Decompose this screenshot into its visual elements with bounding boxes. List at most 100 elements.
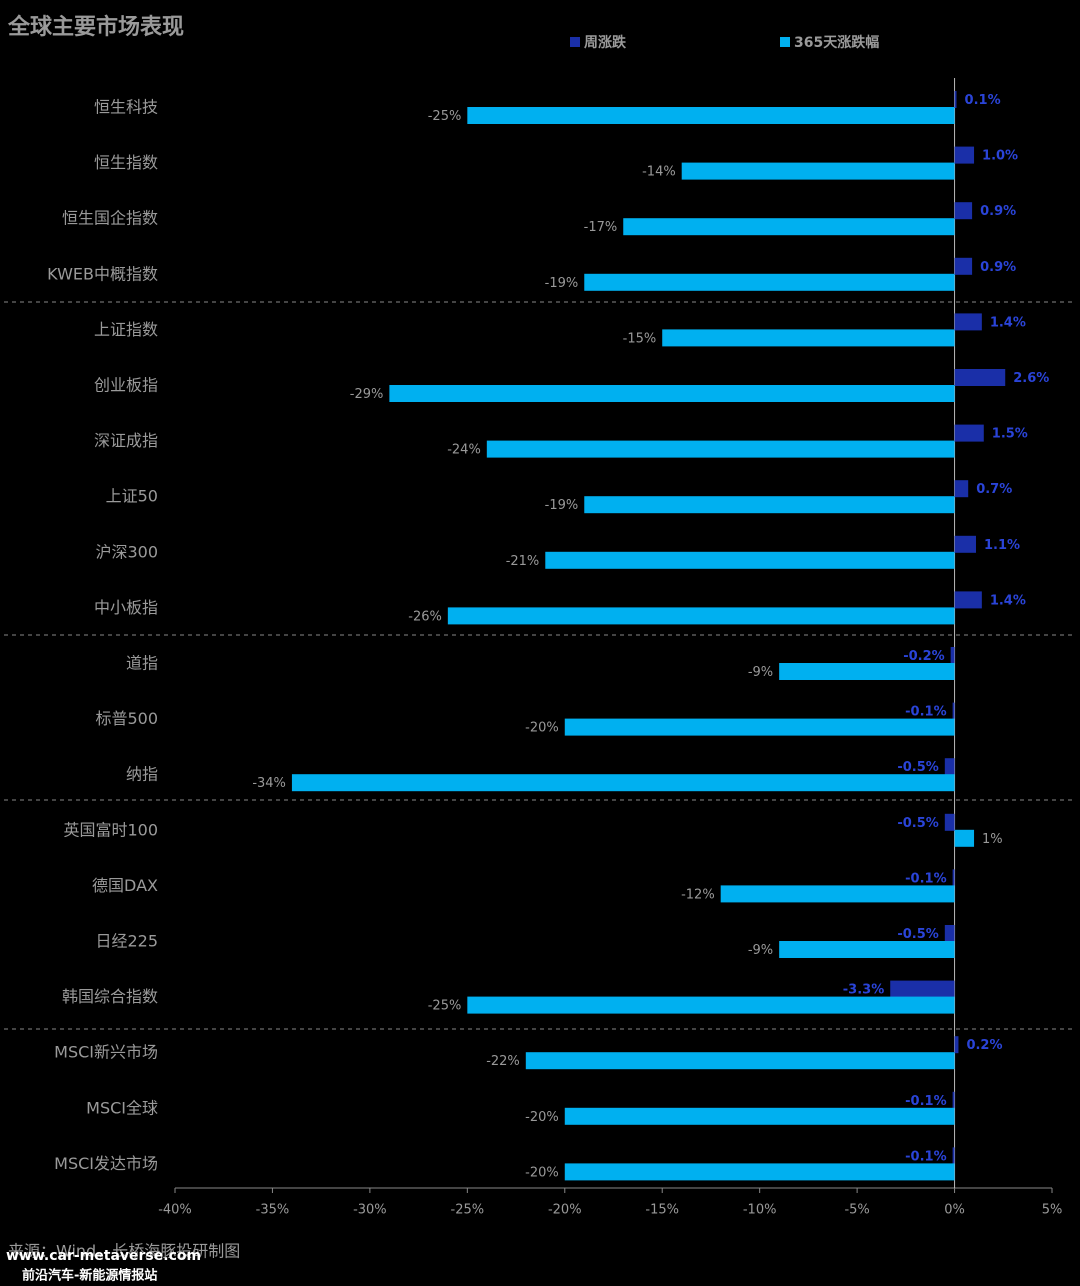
y-tick-label: 纳指 [126, 765, 158, 784]
y-tick-label: 中小板指 [94, 598, 158, 617]
bar [954, 829, 975, 847]
y-tick-label: 上证指数 [94, 320, 158, 339]
value-label: 1.5% [992, 427, 1028, 442]
value-label: 0.2% [966, 1038, 1002, 1053]
value-label: -0.2% [903, 649, 944, 664]
bar [952, 1091, 955, 1109]
bar [564, 1107, 955, 1125]
value-label: -0.1% [905, 705, 946, 720]
bar [681, 162, 955, 180]
y-tick-label: 上证50 [106, 487, 158, 506]
y-tick-label: 英国富时100 [63, 820, 158, 839]
bar [952, 702, 955, 720]
value-label: 0.9% [980, 204, 1016, 219]
value-label: -29% [350, 387, 384, 402]
value-label: -0.1% [905, 871, 946, 886]
value-label: -3.3% [843, 983, 884, 998]
x-tick-label: 5% [1042, 1203, 1063, 1218]
group-separators [4, 301, 1076, 1030]
value-label: -20% [525, 1110, 559, 1125]
y-tick-label: 韩国综合指数 [62, 987, 158, 1006]
value-label: -9% [748, 943, 773, 958]
value-label: -0.1% [905, 1149, 946, 1164]
bar [564, 718, 955, 736]
bar [954, 480, 969, 498]
bar [564, 1163, 955, 1181]
value-label: -0.5% [897, 816, 938, 831]
source-note: 来源：Wind、长桥海豚投研制图 [8, 1242, 240, 1261]
value-label: -20% [525, 1165, 559, 1180]
bar [954, 535, 976, 553]
legend-swatch [780, 37, 790, 47]
bar [954, 202, 973, 220]
y-tick-label: MSCI新兴市场 [54, 1043, 158, 1062]
y-tick-label: KWEB中概指数 [47, 264, 158, 283]
y-tick-label: 日经225 [95, 932, 158, 951]
y-tick-label: 创业板指 [94, 376, 158, 395]
bar [950, 647, 955, 664]
y-tick-label: MSCI全球 [86, 1098, 158, 1117]
x-tick-label: 0% [944, 1203, 965, 1218]
bar [623, 218, 955, 236]
value-label: 1% [982, 832, 1003, 847]
value-label: -0.1% [905, 1094, 946, 1109]
watermark: www.car-metaverse.com [6, 1248, 201, 1264]
y-tick-label: 标普500 [95, 709, 158, 728]
bar [954, 257, 973, 275]
bar [389, 385, 955, 402]
y-tick-label: 恒生指数 [94, 153, 158, 172]
bar [954, 91, 957, 108]
bar [545, 551, 955, 569]
y-tick-label: 德国DAX [92, 876, 158, 895]
value-label: -26% [408, 609, 442, 624]
value-label: -19% [545, 498, 579, 513]
legend-label: 周涨跌 [584, 35, 627, 51]
value-label: -25% [428, 999, 462, 1014]
watermark: 前沿汽车-新能源情报站 [22, 1268, 157, 1284]
bar [944, 758, 955, 776]
x-tick-label: -10% [743, 1203, 777, 1218]
x-tick-label: -30% [353, 1203, 387, 1218]
chart-title: 全球主要市场表现 [7, 14, 184, 40]
bar [720, 885, 955, 903]
bar [467, 107, 955, 124]
bar [467, 996, 955, 1014]
y-tick-label: 恒生科技 [94, 98, 158, 117]
bar [952, 869, 955, 887]
bar [954, 591, 982, 609]
y-tick-label: 道指 [126, 654, 158, 673]
value-label: 1.4% [990, 593, 1026, 608]
bar [525, 1052, 955, 1070]
value-label: -21% [506, 554, 540, 569]
bar [954, 424, 984, 442]
bar [954, 369, 1006, 386]
y-tick-label: 深证成指 [94, 431, 158, 450]
value-label: -20% [525, 721, 559, 736]
bar [779, 941, 955, 958]
value-label: -9% [748, 665, 773, 680]
value-label: -25% [428, 109, 462, 124]
bar [954, 146, 975, 164]
value-label: -14% [642, 165, 676, 180]
bar [944, 813, 955, 831]
bar [584, 273, 955, 291]
value-label: -15% [623, 331, 657, 346]
value-label: 1.0% [982, 149, 1018, 164]
value-label: -17% [584, 220, 618, 235]
value-label: 1.1% [984, 538, 1020, 553]
y-tick-label: 恒生国企指数 [62, 209, 158, 228]
legend-swatch [570, 37, 580, 47]
value-label: -34% [252, 776, 286, 791]
legend-label: 365天涨跌幅 [794, 34, 879, 51]
y-tick-label: 沪深300 [95, 542, 158, 561]
value-label: -0.5% [897, 927, 938, 942]
x-tick-label: -40% [158, 1203, 192, 1218]
bar [291, 774, 955, 792]
bar [952, 1147, 955, 1165]
value-label: -0.5% [897, 760, 938, 775]
value-label: -22% [486, 1054, 520, 1069]
bar [944, 925, 955, 942]
bar [779, 663, 955, 680]
bar [486, 440, 955, 458]
